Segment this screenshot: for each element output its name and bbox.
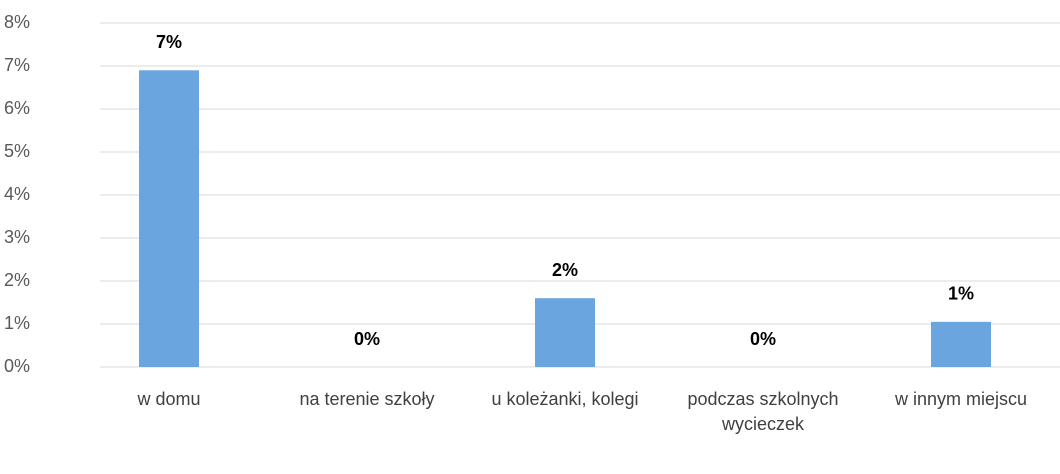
bar <box>931 321 991 367</box>
bar <box>139 70 199 368</box>
x-tick-label: w domu <box>136 389 200 409</box>
value-label: 7% <box>156 32 182 52</box>
y-tick-label: 1% <box>4 313 30 333</box>
y-tick-label: 0% <box>4 356 30 376</box>
y-tick-label: 6% <box>4 98 30 118</box>
value-label: 0% <box>354 329 380 349</box>
x-tick-label: podczas szkolnych wycieczek <box>687 389 838 434</box>
y-tick-label: 5% <box>4 141 30 161</box>
x-tick-label: na terenie szkoły <box>299 389 434 409</box>
y-tick-label: 8% <box>4 12 30 32</box>
y-tick-label: 7% <box>4 55 30 75</box>
y-tick-label: 4% <box>4 184 30 204</box>
value-label: 1% <box>948 284 974 304</box>
y-tick-label: 3% <box>4 227 30 247</box>
bar <box>535 298 595 367</box>
y-tick-label: 2% <box>4 270 30 290</box>
x-tick-label: w innym miejscu <box>894 389 1027 409</box>
value-label: 0% <box>750 329 776 349</box>
x-tick-label: u koleżanki, kolegi <box>491 389 638 409</box>
value-label: 2% <box>552 260 578 280</box>
